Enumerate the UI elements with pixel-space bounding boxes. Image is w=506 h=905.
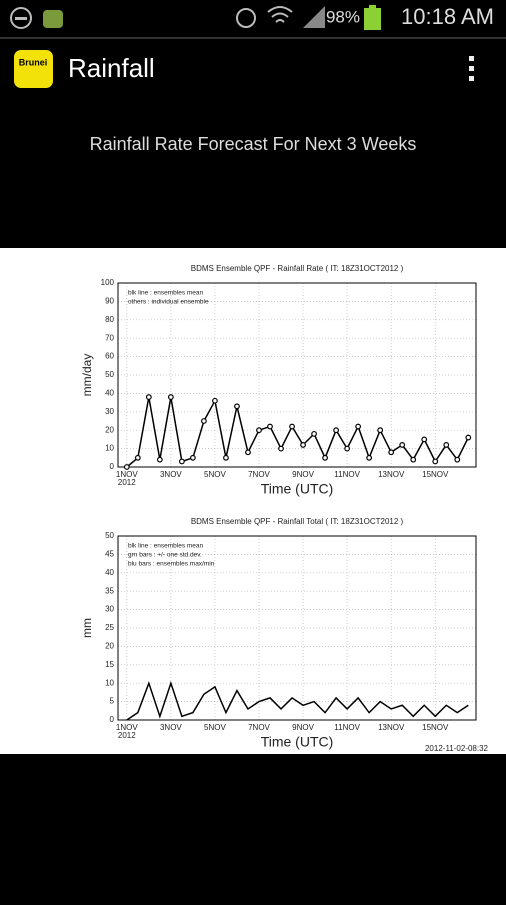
x-tick-label: 7NOV: [248, 723, 270, 732]
x-tick-label: 9NOV: [292, 470, 314, 479]
y-tick-label: 80: [105, 315, 114, 324]
x-sublabel: 2012: [118, 731, 136, 740]
mean-marker: [145, 394, 152, 400]
y-tick-label: 40: [105, 389, 114, 398]
y-tick-label: 0: [110, 462, 115, 471]
mean-marker: [443, 442, 450, 448]
y-tick-label: 50: [105, 370, 114, 379]
timestamp: 2012-11-02-08:32: [425, 744, 489, 753]
x-tick-label: 7NOV: [248, 470, 270, 479]
mean-marker: [167, 394, 174, 400]
mean-marker: [190, 454, 196, 461]
mean-marker: [245, 449, 251, 456]
mean-marker: [322, 454, 328, 461]
y-tick-label: 45: [105, 550, 114, 559]
mean-marker: [399, 442, 406, 448]
chart-panel: [0, 248, 506, 754]
mean-marker: [223, 454, 229, 461]
y-tick-label: 0: [110, 715, 115, 724]
mean-marker: [311, 430, 317, 437]
divider: [0, 37, 506, 39]
mean-marker: [388, 449, 395, 456]
app-title: Rainfall: [68, 53, 155, 83]
y-axis-label: mm: [80, 618, 94, 638]
x-axis-label: Time (UTC): [261, 481, 334, 497]
mean-marker: [465, 434, 472, 441]
mean-marker: [410, 456, 417, 463]
mean-marker: [278, 445, 284, 452]
legend-note: blk line : ensembles mean: [128, 543, 204, 550]
x-tick-label: 11NOV: [334, 470, 360, 479]
legend-note: others : individual ensemble: [128, 299, 209, 306]
clock: 10:18 AM: [401, 4, 494, 29]
y-tick-label: 30: [105, 605, 114, 614]
legend-note: blu bars : ensembles max/min: [128, 561, 215, 568]
mean-marker: [178, 458, 185, 465]
y-tick-label: 30: [105, 407, 114, 416]
mean-marker: [300, 442, 306, 448]
mean-marker: [421, 436, 428, 443]
mean-marker: [355, 423, 362, 430]
y-tick-label: 20: [105, 425, 114, 434]
y-tick-label: 5: [110, 697, 115, 706]
y-tick-label: 10: [105, 444, 114, 453]
app-icon[interactable]: [14, 50, 53, 88]
y-tick-label: 100: [101, 278, 115, 287]
mean-marker: [156, 456, 163, 463]
mean-marker: [344, 445, 351, 452]
app-icon-label: Brunei: [19, 57, 48, 67]
y-tick-label: 20: [105, 642, 114, 651]
y-tick-label: 10: [105, 678, 114, 687]
x-tick-label: 13NOV: [378, 723, 405, 732]
chart-title: BDMS Ensemble QPF - Rainfall Rate ( IT: …: [191, 264, 404, 273]
heading: Rainfall Rate Forecast For Next 3 Weeks: [90, 134, 417, 154]
x-tick-label: 1NOV: [116, 723, 138, 732]
mean-marker: [256, 427, 262, 434]
x-axis-label: Time (UTC): [261, 734, 334, 750]
y-tick-label: 90: [105, 297, 114, 306]
plot-frame: [117, 535, 477, 721]
mean-marker: [366, 454, 373, 461]
x-tick-label: 1NOV: [116, 470, 138, 479]
x-tick-label: 3NOV: [160, 723, 182, 732]
mean-marker: [377, 427, 384, 434]
mean-marker: [454, 456, 461, 463]
status-icons: [10, 5, 381, 30]
y-tick-label: 25: [105, 623, 114, 632]
chart-title: BDMS Ensemble QPF - Rainfall Total ( IT:…: [191, 517, 404, 526]
mean-marker: [234, 403, 240, 410]
y-tick-label: 35: [105, 586, 114, 595]
mean-line: [126, 680, 469, 721]
x-tick-label: 11NOV: [334, 723, 360, 732]
mean-marker: [267, 423, 273, 430]
mean-marker: [289, 423, 295, 430]
legend-note: blk line : ensembles mean: [128, 290, 204, 297]
plot-frame: [117, 282, 477, 468]
x-tick-label: 5NOV: [204, 470, 226, 479]
mean-marker: [201, 418, 207, 424]
mean-marker: [333, 427, 340, 434]
x-sublabel: 2012: [118, 478, 136, 487]
x-tick-label: 15NOV: [422, 470, 449, 479]
x-tick-label: 15NOV: [422, 723, 449, 732]
mean-marker: [134, 454, 141, 461]
battery-level: 98%: [326, 7, 360, 26]
x-tick-label: 9NOV: [292, 723, 314, 732]
y-tick-label: 50: [105, 531, 114, 540]
mean-marker: [432, 458, 439, 465]
x-tick-label: 13NOV: [378, 470, 405, 479]
mean-marker: [212, 397, 218, 404]
y-tick-label: 70: [105, 333, 114, 342]
x-tick-label: 3NOV: [160, 470, 182, 479]
y-tick-label: 40: [105, 568, 114, 577]
y-axis-label: mm/day: [80, 354, 94, 397]
legend-note: grn bars : +/- one std.dev.: [128, 552, 202, 559]
y-tick-label: 15: [105, 660, 114, 669]
x-tick-label: 5NOV: [204, 723, 226, 732]
overflow-menu[interactable]: [469, 56, 474, 81]
y-tick-label: 60: [105, 352, 114, 361]
mean-marker: [123, 464, 130, 470]
